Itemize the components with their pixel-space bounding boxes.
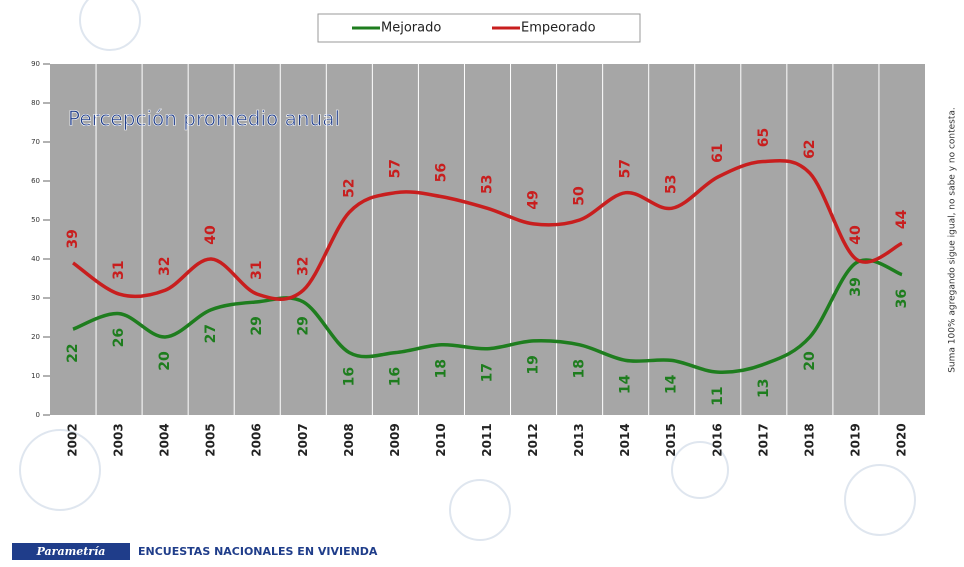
data-label: 19 [526, 355, 542, 374]
brand-box [12, 543, 130, 560]
data-label: 40 [848, 225, 864, 245]
data-label: 50 [572, 186, 588, 206]
y-tick-label: 0 [36, 411, 40, 419]
data-label: 18 [572, 359, 588, 378]
data-label: 16 [341, 367, 357, 386]
data-label: 31 [111, 260, 127, 279]
x-tick-label: 2007 [296, 423, 310, 456]
x-tick-label: 2011 [480, 423, 494, 456]
data-label: 39 [848, 277, 864, 296]
y-tick-label: 40 [31, 255, 40, 263]
data-label: 52 [341, 178, 357, 197]
data-label: 20 [157, 351, 173, 371]
footer-text: ENCUESTAS NACIONALES EN VIVIENDA [138, 545, 378, 558]
x-tick-label: 2006 [250, 423, 264, 456]
x-tick-label: 2010 [434, 423, 448, 456]
x-tick-label: 2005 [204, 423, 218, 456]
y-tick-label: 80 [31, 99, 40, 107]
x-tick-label: 2009 [388, 423, 402, 456]
line [72, 158, 903, 301]
data-label: 32 [157, 256, 173, 275]
x-tick-label: 2017 [756, 423, 770, 456]
data-label: 65 [756, 128, 772, 147]
data-label: 11 [710, 386, 726, 405]
x-tick-label: 2002 [66, 423, 80, 456]
data-label: 62 [802, 139, 818, 158]
x-tick-label: 2015 [664, 423, 678, 456]
x-tick-label: 2014 [618, 423, 632, 456]
y-tick-label: 10 [31, 372, 40, 380]
x-tick-label: 2013 [572, 423, 586, 456]
data-label: 17 [480, 363, 496, 382]
data-label: 53 [480, 175, 496, 194]
data-label: 44 [894, 209, 910, 229]
brand: Parametría [36, 545, 106, 558]
line [72, 258, 903, 374]
legend-label: Empeorado [521, 21, 596, 36]
y-tick-label: 90 [31, 60, 40, 68]
data-label: 27 [203, 324, 219, 343]
data-label: 29 [295, 316, 311, 335]
x-tick-label: 2019 [848, 423, 862, 456]
data-label: 53 [664, 175, 680, 194]
legend-label: Mejorado [381, 21, 441, 36]
data-label: 56 [433, 163, 449, 182]
y-tick-label: 70 [31, 138, 40, 146]
data-label: 14 [618, 374, 634, 394]
annotation: Suma 100% agregando sigue igual, no sabe… [948, 107, 958, 373]
chart-title: Percepción promedio anual [68, 107, 340, 131]
data-label: 13 [756, 379, 772, 398]
data-label: 20 [802, 351, 818, 371]
x-tick-label: 2016 [710, 423, 724, 456]
y-tick-label: 50 [31, 216, 40, 224]
x-tick-label: 2020 [894, 423, 908, 456]
data-label: 32 [295, 256, 311, 275]
data-label: 61 [710, 143, 726, 162]
x-tick-label: 2004 [158, 423, 172, 456]
data-label: 29 [249, 316, 265, 335]
data-label: 18 [433, 359, 449, 378]
data-label: 26 [111, 328, 127, 347]
data-label: 14 [664, 374, 680, 394]
y-tick-label: 60 [31, 177, 40, 185]
x-tick-label: 2012 [526, 423, 540, 456]
data-label: 31 [249, 260, 265, 279]
y-tick-label: 30 [31, 294, 40, 302]
data-label: 40 [203, 225, 219, 245]
x-tick-label: 2008 [342, 423, 356, 456]
x-tick-label: 2003 [112, 423, 126, 456]
data-label: 49 [526, 190, 542, 209]
data-label: 57 [387, 159, 403, 178]
data-label: 57 [618, 159, 634, 178]
data-label: 39 [65, 229, 81, 248]
data-label: 36 [894, 289, 910, 308]
x-tick-label: 2018 [802, 423, 816, 456]
data-label: 22 [65, 343, 81, 362]
y-tick-label: 20 [31, 333, 40, 341]
data-label: 16 [387, 367, 403, 386]
